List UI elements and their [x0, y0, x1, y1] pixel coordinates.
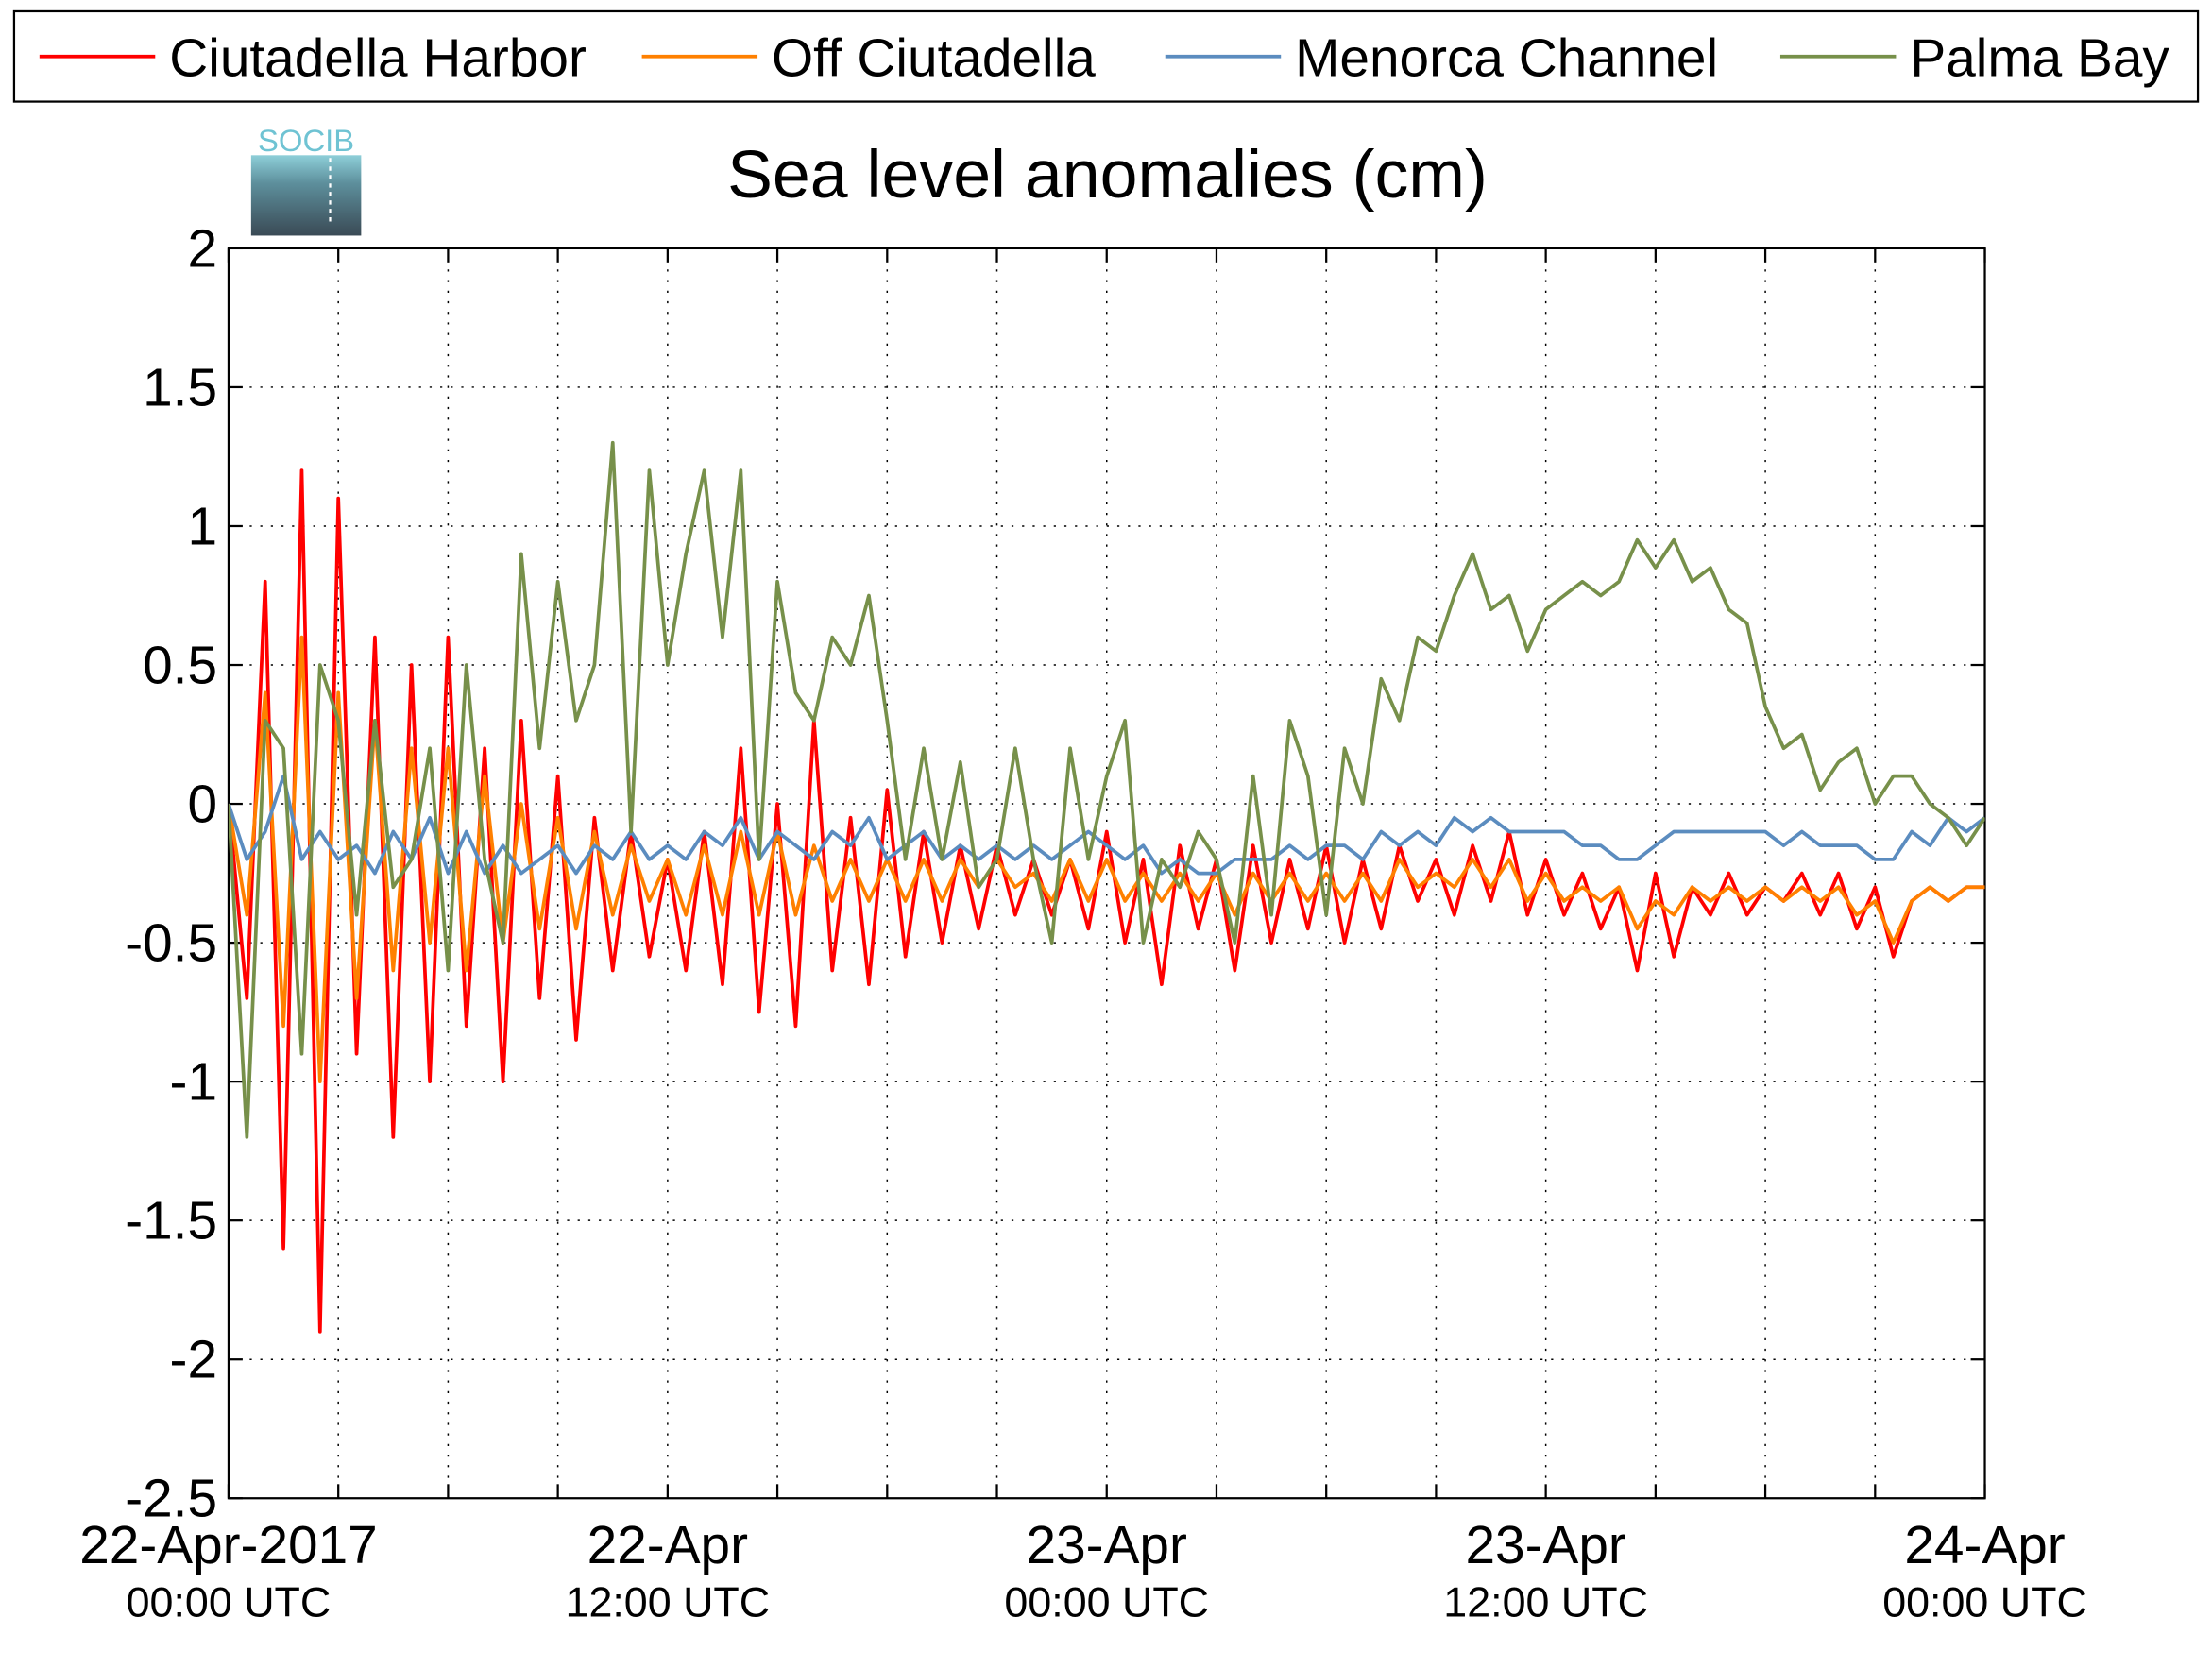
x-tick-label: 22-Apr-2017	[79, 1516, 377, 1575]
y-tick-label: -2.5	[125, 1470, 217, 1529]
x-tick-sublabel: 00:00 UTC	[127, 1579, 332, 1626]
y-tick-label: 1	[187, 497, 217, 556]
y-tick-label: -1	[170, 1053, 217, 1113]
logo: SOCIB	[250, 123, 362, 236]
y-tick-label: -1.5	[125, 1192, 217, 1252]
y-tick-label: 2	[187, 219, 217, 279]
chart-title: Sea level anomalies (cm)	[727, 137, 1488, 213]
series-line	[228, 635, 1985, 1084]
legend-label: Ciutadella Harbor	[169, 29, 587, 89]
y-tick-label: -2	[170, 1331, 217, 1390]
y-tick-label: 0	[187, 775, 217, 834]
y-tick-label: -0.5	[125, 914, 217, 974]
series-line	[228, 440, 1985, 1139]
legend-label: Menorca Channel	[1295, 29, 1718, 89]
series-line	[228, 774, 1985, 876]
x-tick-sublabel: 12:00 UTC	[1443, 1579, 1648, 1626]
x-tick-label: 22-Apr	[587, 1516, 748, 1575]
logo-wave	[250, 155, 362, 236]
x-tick-label: 24-Apr	[1904, 1516, 2065, 1575]
plot-lines	[228, 440, 1985, 1334]
x-tick-label: 23-Apr	[1465, 1516, 1625, 1575]
x-tick-sublabel: 12:00 UTC	[566, 1579, 771, 1626]
x-tick-sublabel: 00:00 UTC	[1004, 1579, 1209, 1626]
x-tick-sublabel: 00:00 UTC	[1882, 1579, 2087, 1626]
x-tick-label: 23-Apr	[1027, 1516, 1187, 1575]
legend-label: Off Ciutadella	[772, 29, 1096, 89]
y-tick-label: 0.5	[143, 636, 217, 695]
y-tick-label: 1.5	[143, 358, 217, 417]
legend-label: Palma Bay	[1910, 29, 2169, 89]
logo-text: SOCIB	[258, 123, 354, 158]
